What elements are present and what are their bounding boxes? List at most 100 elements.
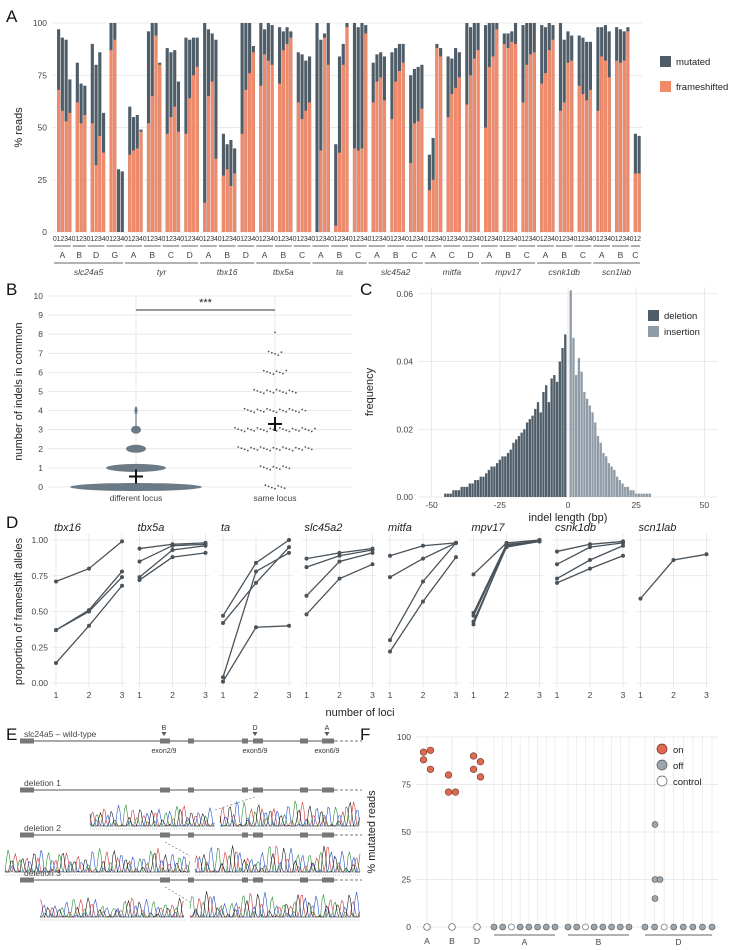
- bar-frameshifted: [285, 43, 289, 233]
- bar-frameshifted: [326, 64, 330, 232]
- y-tick-label: 100: [33, 18, 47, 28]
- exon-label: exon5/9: [243, 748, 268, 755]
- series-point: [254, 569, 258, 574]
- bar-frameshifted: [158, 64, 162, 232]
- series-point: [370, 548, 375, 553]
- histogram-bar-deletion: [455, 490, 458, 497]
- locus-label: A: [262, 250, 268, 260]
- beeswarm-point-same: [250, 446, 252, 449]
- beeswarm-point-same: [301, 427, 304, 429]
- bar-x-tick: 1: [390, 236, 394, 243]
- exon-block: [20, 832, 34, 838]
- panel-letter-b: B: [6, 280, 17, 299]
- beeswarm-blob-different: [131, 425, 141, 434]
- y-axis-title: % reads: [13, 107, 25, 148]
- histogram-bar-insertion: [626, 486, 630, 497]
- series-point: [203, 550, 208, 555]
- y-tick-label: 3: [38, 425, 43, 435]
- histogram-bar-deletion: [504, 456, 507, 497]
- exon-block: [20, 787, 34, 793]
- series-point: [170, 548, 175, 553]
- locus-label: C: [524, 250, 530, 260]
- x-tick-label: 3: [621, 690, 626, 700]
- histogram-bar-insertion: [599, 442, 602, 497]
- y-tick-label: 8: [38, 329, 43, 339]
- series-point: [421, 599, 425, 604]
- y-tick-label: 0: [38, 482, 43, 492]
- bar-mutated: [409, 75, 413, 232]
- exon-block: [322, 832, 334, 838]
- bar-x-tick: 3: [64, 236, 68, 243]
- bar-x-tick: 1: [296, 236, 300, 243]
- exon-block: [300, 787, 308, 793]
- bar-frameshifted: [603, 60, 607, 233]
- histogram-bar-deletion: [498, 459, 501, 497]
- bar-x-tick: 1: [90, 236, 94, 243]
- bar-mutated: [356, 27, 360, 233]
- series-point: [704, 552, 709, 557]
- bar-x-tick: 4: [626, 236, 630, 243]
- locus-label: A: [131, 250, 137, 260]
- series-point: [54, 628, 58, 633]
- locus-label: D: [468, 250, 474, 260]
- series-point: [421, 543, 425, 548]
- y-tick-label: 25: [402, 875, 412, 885]
- bar-x-tick: 1: [75, 236, 79, 243]
- x-tick-label: 2: [337, 690, 342, 700]
- panel-letter-f: F: [360, 725, 370, 744]
- histogram-bar-deletion: [520, 432, 523, 497]
- bar-x-tick: 0: [386, 236, 390, 243]
- panel-c: 0.00 0.02 0.04 0.06 -50 -25 0 25 50 indel length …: [364, 287, 718, 524]
- bar-frameshifted: [495, 29, 499, 232]
- chromatogram-trace: [194, 845, 360, 873]
- histogram-bar-insertion: [588, 405, 591, 497]
- y-tick-label: 5: [38, 387, 43, 397]
- series-point: [555, 562, 559, 567]
- histogram-bar-insertion: [607, 463, 611, 497]
- x-label-on: D: [474, 936, 480, 946]
- beeswarm-point-same: [278, 371, 281, 374]
- bar-x-tick: 1: [203, 236, 207, 243]
- histogram-bar-deletion: [446, 493, 450, 497]
- bar-x-tick: 1: [559, 236, 563, 243]
- histogram-bar-deletion: [452, 490, 455, 497]
- histogram-bar-insertion: [613, 469, 616, 497]
- bar-x-tick: 1: [409, 236, 413, 243]
- locus-label: D: [93, 250, 99, 260]
- bar-frameshifted: [412, 123, 416, 232]
- bar-x-tick: 0: [611, 236, 615, 243]
- series-point: [87, 566, 91, 571]
- legend-swatch-mutated: [660, 56, 671, 67]
- histogram-bar-insertion: [632, 490, 635, 497]
- bar-frameshifted: [562, 102, 566, 232]
- beeswarm-point-same: [288, 389, 291, 392]
- beeswarm-point-same: [246, 427, 249, 430]
- bar-frameshifted: [588, 89, 593, 232]
- locus-label: A: [430, 250, 436, 260]
- bar-frameshifted: [487, 66, 491, 232]
- legend-marker-off: [656, 759, 668, 771]
- x-category-label: same locus: [254, 493, 297, 503]
- gene-label: slc45a2: [381, 267, 411, 277]
- beeswarm-point-same: [294, 391, 297, 394]
- row-label: deletion 1: [24, 778, 61, 788]
- bar-x-tick: 4: [120, 236, 124, 243]
- exon-block: [242, 738, 248, 744]
- bar-frameshifted: [397, 71, 402, 232]
- group-label: A: [522, 937, 528, 947]
- bar-x-tick: 1: [446, 236, 450, 243]
- beeswarm-point-same: [298, 430, 300, 432]
- data-point-on: [476, 773, 485, 781]
- bar-frameshifted: [484, 127, 488, 232]
- locus-label: C: [449, 250, 455, 260]
- locus-label: A: [486, 250, 492, 260]
- bar-x-tick: 0: [405, 236, 409, 243]
- histogram-bar-deletion: [485, 473, 488, 497]
- bar-frameshifted: [585, 100, 589, 232]
- bar-frameshifted: [135, 148, 139, 232]
- bar-x-tick: 2: [263, 236, 267, 243]
- bar-x-tick: 0: [218, 236, 222, 243]
- cut-site-label: B: [162, 725, 167, 732]
- locus-label: B: [505, 250, 511, 260]
- locus-label: C: [299, 250, 305, 260]
